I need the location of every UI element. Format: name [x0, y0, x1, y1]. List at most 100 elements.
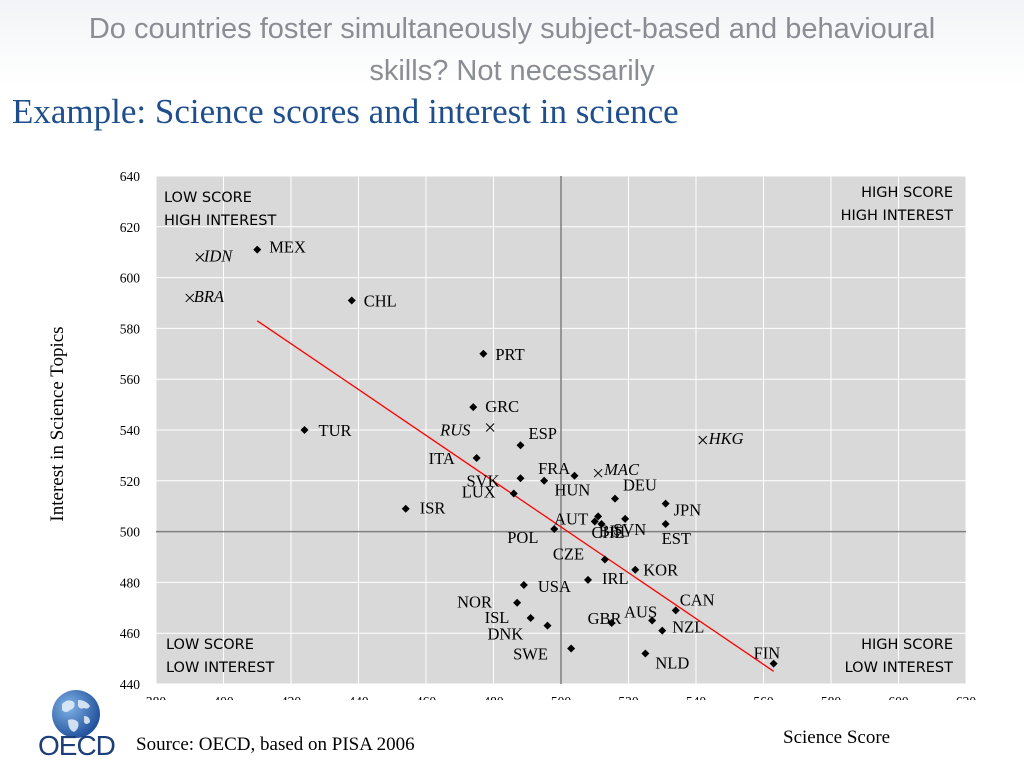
- point-mac: [593, 468, 603, 478]
- point-label-usa: USA: [538, 577, 571, 596]
- point-label-deu: DEU: [623, 476, 657, 495]
- slide-subtitle: Example: Science scores and interest in …: [12, 92, 679, 131]
- point-label-fin: FIN: [754, 644, 781, 663]
- point-label-est: EST: [662, 529, 691, 548]
- source-note: Source: OECD, based on PISA 2006: [136, 734, 415, 755]
- point-prt: [479, 349, 488, 358]
- x-tick-label: 460: [416, 694, 437, 700]
- quadrant-label-top-left: HIGH INTEREST: [164, 213, 277, 229]
- point-nor: [513, 598, 522, 607]
- point-svk: [516, 474, 525, 483]
- x-tick-label: 620: [956, 694, 977, 700]
- point-label-bel: BEL: [599, 521, 630, 540]
- quadrant-label-bottom-right: HIGH SCORE: [861, 637, 953, 653]
- point-isr: [401, 504, 410, 513]
- point-label-fra: FRA: [538, 459, 570, 478]
- quadrant-label-top-left: LOW SCORE: [164, 190, 252, 206]
- y-tick-label: 580: [120, 321, 141, 336]
- point-grc: [469, 403, 478, 412]
- point-label-lux: LUX: [462, 483, 496, 502]
- point-lux: [509, 489, 518, 498]
- point-hkg: [698, 435, 708, 445]
- point-label-idn: IDN: [203, 246, 233, 265]
- point-mex: [253, 245, 262, 254]
- x-tick-label: 540: [686, 694, 707, 700]
- point-label-prt: PRT: [495, 345, 524, 364]
- point-label-dnk: DNK: [488, 625, 524, 644]
- y-tick-label: 460: [120, 626, 141, 641]
- point-label-mac: MAC: [603, 460, 640, 479]
- point-aut: [594, 512, 603, 521]
- point-label-kor: KOR: [643, 561, 678, 580]
- oecd-globe-icon: [52, 690, 100, 738]
- point-pol: [550, 525, 559, 534]
- point-fra: [540, 476, 549, 485]
- point-label-isl: ISL: [485, 608, 510, 627]
- x-tick-label: 480: [483, 694, 504, 700]
- y-tick-label: 540: [120, 423, 141, 438]
- x-tick-label: 560: [753, 694, 774, 700]
- quadrant-label-bottom-right: LOW INTEREST: [845, 660, 954, 676]
- x-tick-label: 520: [618, 694, 639, 700]
- x-tick-label: 380: [146, 694, 167, 700]
- point-esp: [516, 441, 525, 450]
- point-label-rus: RUS: [439, 420, 470, 439]
- point-label-jpn: JPN: [674, 501, 702, 520]
- quadrant-label-bottom-left: LOW SCORE: [166, 637, 254, 653]
- point-label-ita: ITA: [429, 449, 455, 468]
- point-nld: [641, 649, 650, 658]
- point-idn: [195, 252, 205, 262]
- point-label-mex: MEX: [269, 238, 306, 257]
- point-isl: [526, 613, 535, 622]
- point-tur: [300, 426, 309, 434]
- point-label-isr: ISR: [420, 499, 446, 518]
- point-label-hun: HUN: [555, 481, 591, 500]
- point-bel: [590, 517, 599, 526]
- point-dnk: [543, 621, 552, 630]
- point-deu: [611, 494, 619, 503]
- point-chl: [347, 296, 356, 305]
- point-est: [661, 519, 670, 528]
- y-tick-label: 560: [120, 372, 141, 387]
- x-tick-label: 600: [888, 694, 909, 700]
- point-label-can: CAN: [680, 590, 715, 609]
- point-svn: [621, 514, 630, 523]
- x-axis-label: Science Score: [783, 727, 891, 748]
- x-tick-label: 400: [213, 694, 234, 700]
- y-tick-label: 640: [120, 169, 141, 184]
- point-label-chl: CHL: [364, 291, 397, 310]
- point-kor: [631, 565, 640, 574]
- x-tick-label: 440: [348, 694, 369, 700]
- trend-line: [256, 320, 774, 672]
- point-label-gbr: GBR: [588, 609, 622, 628]
- point-label-bra: BRA: [194, 287, 225, 306]
- point-can: [671, 606, 680, 615]
- y-tick-label: 500: [120, 525, 141, 540]
- point-usa: [519, 580, 528, 589]
- y-tick-label: 620: [120, 220, 141, 235]
- point-rus: [485, 423, 495, 432]
- point-label-esp: ESP: [529, 424, 557, 443]
- point-jpn: [661, 499, 670, 508]
- point-aus: [648, 616, 657, 625]
- point-swe: [567, 644, 576, 653]
- y-tick-label: 440: [120, 677, 141, 692]
- point-label-che: CHE: [592, 523, 625, 542]
- point-label-pol: POL: [507, 528, 538, 547]
- point-label-cze: CZE: [553, 545, 584, 564]
- quadrant-label-bottom-left: LOW INTEREST: [166, 660, 275, 676]
- point-gbr: [607, 619, 616, 628]
- quadrant-label-top-right: HIGH SCORE: [861, 185, 953, 201]
- point-label-swe: SWE: [513, 644, 548, 663]
- point-cze: [600, 555, 609, 564]
- point-label-hkg: HKG: [708, 429, 744, 448]
- point-label-svk: SVK: [467, 471, 500, 490]
- point-label-nor: NOR: [457, 593, 492, 612]
- point-label-svn: SVN: [613, 520, 646, 539]
- quadrant-label-top-right: HIGH INTEREST: [841, 208, 954, 224]
- point-label-grc: GRC: [485, 397, 519, 416]
- slide-title: Do countries foster simultaneously subje…: [88, 13, 936, 87]
- x-tick-label: 420: [281, 694, 302, 700]
- header-band: [0, 0, 1024, 86]
- oecd-logo-text: OECD: [38, 730, 116, 761]
